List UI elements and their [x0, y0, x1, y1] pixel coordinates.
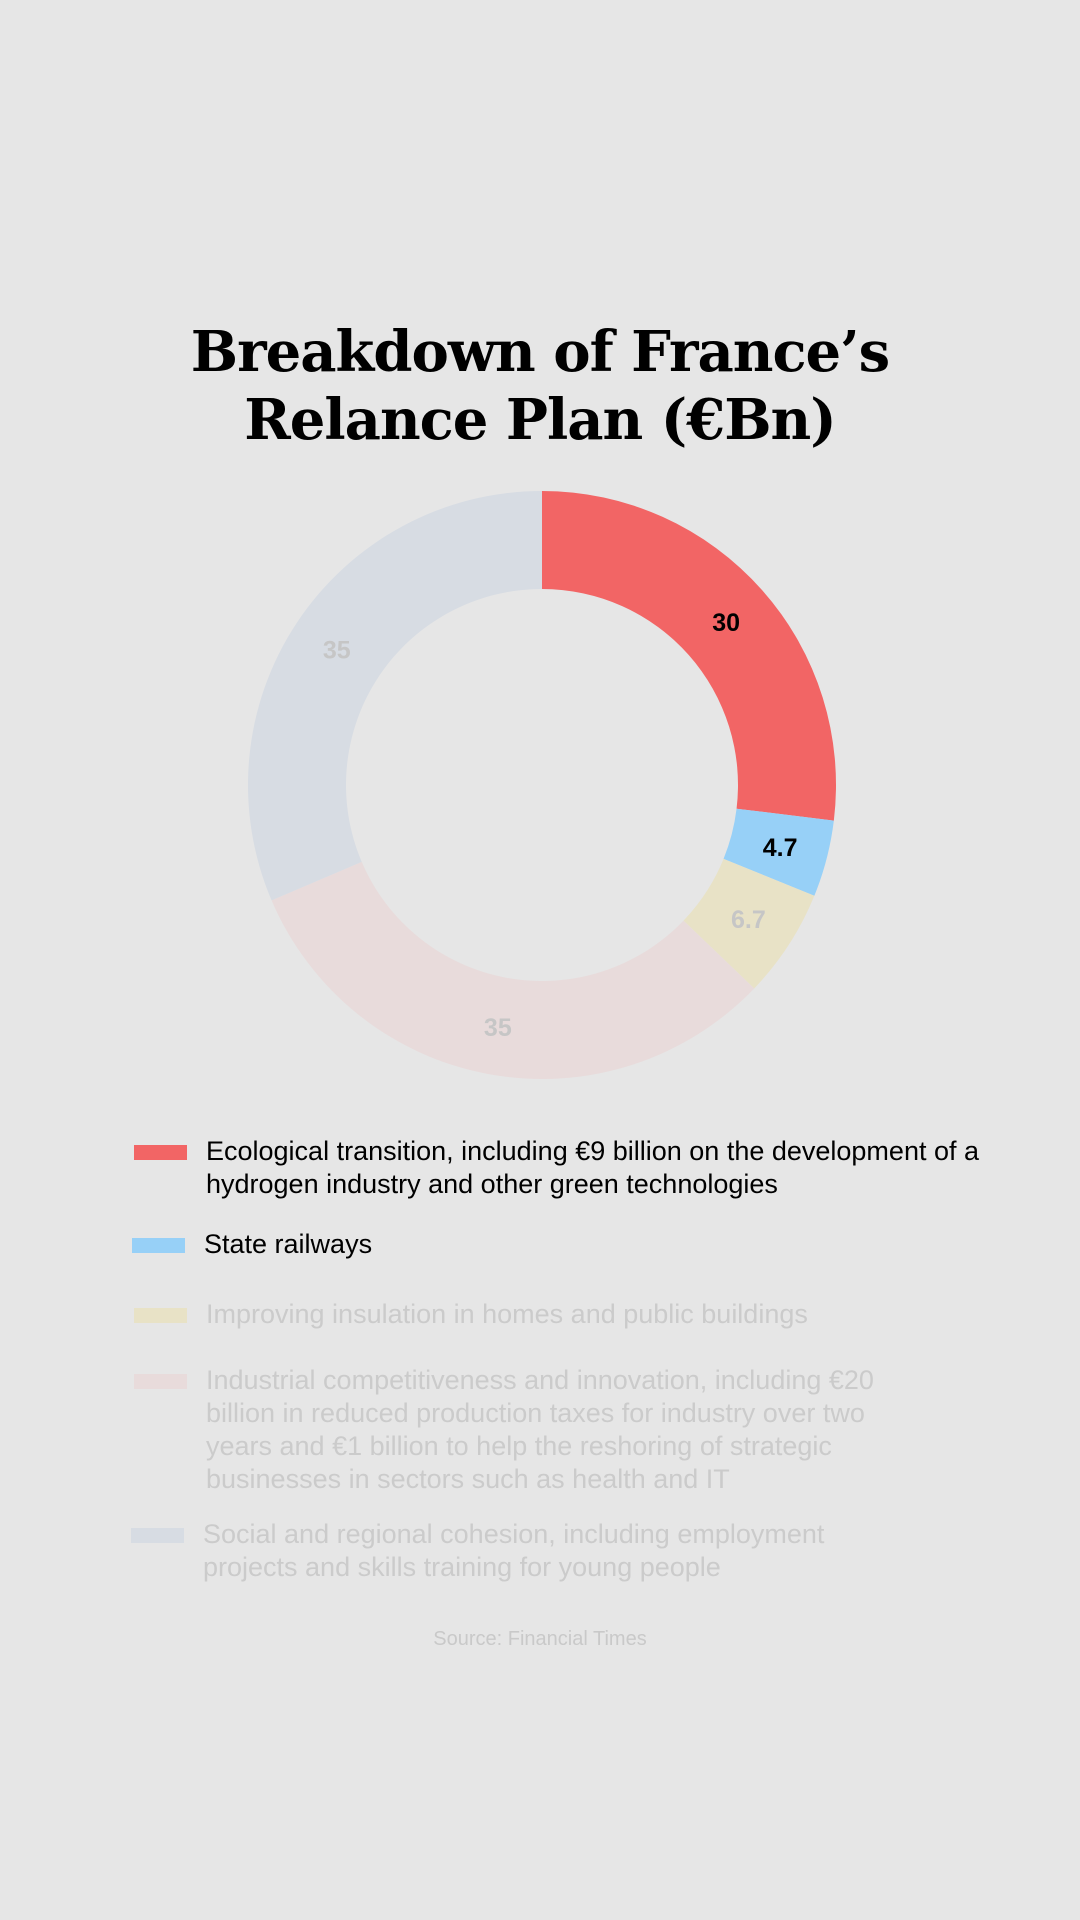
- legend-swatch: [132, 1238, 185, 1253]
- legend-item-3: Industrial competitiveness and innovatio…: [134, 1364, 936, 1496]
- legend-label: Social and regional cohesion, including …: [203, 1519, 825, 1582]
- donut-slice-1: [723, 808, 834, 896]
- title-line-2: Relance Plan (€Bn): [244, 387, 837, 453]
- chart-title: Breakdown of France’s Relance Plan (€Bn): [0, 318, 1080, 454]
- legend-item-2: Improving insulation in homes and public…: [134, 1298, 986, 1331]
- legend-label: Improving insulation in homes and public…: [206, 1299, 808, 1329]
- legend-label: Industrial competitiveness and innovatio…: [206, 1365, 874, 1494]
- legend-swatch: [131, 1528, 184, 1543]
- slice-label-1: 4.7: [763, 834, 798, 862]
- legend-item-1: State railways: [132, 1228, 984, 1261]
- legend-label: State railways: [204, 1229, 373, 1259]
- slice-label-4: 35: [323, 636, 351, 664]
- legend-swatch: [134, 1145, 187, 1160]
- slice-label-3: 35: [484, 1014, 512, 1042]
- donut-slice-4: [247, 491, 542, 901]
- legend-item-0: Ecological transition, including €9 bill…: [134, 1135, 1006, 1201]
- title-line-1: Breakdown of France’s: [190, 319, 890, 385]
- donut-slice-3: [271, 861, 755, 1079]
- source-note: Source: Financial Times: [433, 1628, 647, 1650]
- legend-swatch: [134, 1374, 187, 1389]
- donut-chart: 30 4.7 6.7 35 35: [247, 491, 836, 1079]
- donut-slice-2: [683, 858, 815, 989]
- slice-label-0: 30: [712, 609, 740, 637]
- legend-item-4: Social and regional cohesion, including …: [131, 1518, 883, 1584]
- donut-slice-0: [542, 491, 836, 821]
- slice-label-2: 6.7: [731, 906, 766, 934]
- legend-label: Ecological transition, including €9 bill…: [206, 1136, 979, 1199]
- legend-swatch: [134, 1308, 187, 1323]
